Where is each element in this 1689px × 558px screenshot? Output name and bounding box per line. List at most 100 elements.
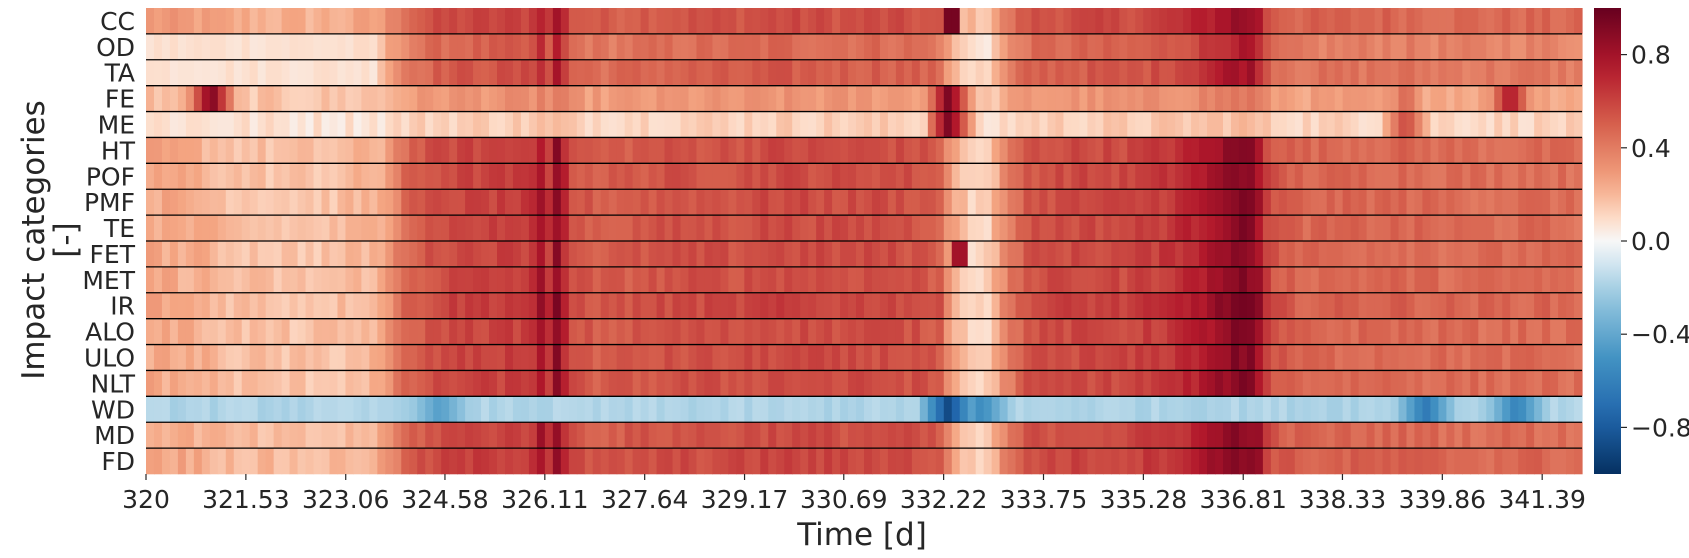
heatmap-cell xyxy=(1230,163,1240,190)
heatmap-cell xyxy=(736,318,745,345)
heatmap-cell xyxy=(1199,241,1208,268)
heatmap-cell xyxy=(616,8,626,35)
heatmap-cell xyxy=(1063,344,1073,371)
heatmap-cell xyxy=(704,163,714,190)
heatmap-cell xyxy=(776,8,785,35)
heatmap-cell xyxy=(784,163,793,190)
heatmap-cell xyxy=(1071,266,1080,294)
heatmap-cell xyxy=(505,111,514,138)
heatmap-cell xyxy=(1031,344,1041,371)
heatmap-cell xyxy=(935,189,945,216)
heatmap-cell xyxy=(1199,111,1208,138)
heatmap-cell xyxy=(592,59,602,86)
heatmap-cell xyxy=(1223,215,1232,242)
heatmap-cell xyxy=(233,370,243,397)
heatmap-cell xyxy=(185,85,195,112)
heatmap-cell xyxy=(281,111,291,138)
heatmap-cell xyxy=(943,422,953,449)
heatmap-cell xyxy=(744,370,753,397)
heatmap-cell xyxy=(959,163,969,190)
heatmap-cell xyxy=(848,422,857,449)
heatmap-cell xyxy=(640,33,650,61)
heatmap-cell xyxy=(600,8,610,35)
heatmap-cell xyxy=(313,422,323,449)
heatmap-cell xyxy=(1350,266,1360,294)
heatmap-cell xyxy=(608,215,618,242)
heatmap-cell xyxy=(1390,241,1400,268)
heatmap-cell xyxy=(1494,59,1503,86)
heatmap-cell xyxy=(1262,396,1272,423)
heatmap-cell xyxy=(624,111,634,138)
heatmap-cell xyxy=(1366,33,1376,61)
heatmap-cell xyxy=(816,59,825,86)
heatmap-cell xyxy=(704,448,714,475)
heatmap-cell xyxy=(536,111,546,138)
heatmap-cell xyxy=(967,59,977,86)
heatmap-cell xyxy=(696,292,706,319)
heatmap-cell xyxy=(497,422,506,449)
heatmap-cell xyxy=(313,241,323,268)
heatmap-cell xyxy=(425,422,434,449)
heatmap-cell xyxy=(1366,266,1376,294)
heatmap-cell xyxy=(927,266,937,294)
heatmap-cell xyxy=(1574,318,1583,345)
heatmap-cell xyxy=(449,163,458,190)
heatmap-cell xyxy=(273,396,283,423)
heatmap-cell xyxy=(289,8,299,35)
heatmap-cell xyxy=(433,448,442,475)
heatmap-cell xyxy=(449,266,458,294)
heatmap-cell xyxy=(919,215,929,242)
heatmap-cell xyxy=(225,396,235,423)
heatmap-cell xyxy=(1526,111,1535,138)
heatmap-cell xyxy=(1119,370,1128,397)
heatmap-cell xyxy=(217,85,227,112)
heatmap-cell xyxy=(425,8,434,35)
heatmap-cell xyxy=(297,33,307,61)
heatmap-cell xyxy=(1238,344,1248,371)
heatmap-cell xyxy=(1446,396,1455,423)
heatmap-cell xyxy=(520,396,530,423)
heatmap-cell xyxy=(752,8,761,35)
heatmap-cell xyxy=(185,163,195,190)
heatmap-cell xyxy=(887,8,897,35)
heatmap-cell xyxy=(1262,59,1272,86)
heatmap-cell xyxy=(1518,344,1527,371)
heatmap-cell xyxy=(600,448,610,475)
heatmap-cell xyxy=(505,85,514,112)
heatmap-cell xyxy=(616,266,626,294)
heatmap-cell xyxy=(217,137,227,164)
heatmap-cell xyxy=(1230,266,1240,294)
heatmap-cell xyxy=(1199,396,1208,423)
heatmap-cell xyxy=(688,344,698,371)
heatmap-cell xyxy=(249,422,259,449)
heatmap-cell xyxy=(816,292,825,319)
x-tick-label: 321.53 xyxy=(202,485,289,514)
heatmap-cell xyxy=(528,163,538,190)
heatmap-cell xyxy=(648,137,658,164)
heatmap-cell xyxy=(688,318,698,345)
heatmap-cell xyxy=(975,189,985,216)
heatmap-cell xyxy=(760,318,769,345)
heatmap-cell xyxy=(544,241,554,268)
heatmap-cell xyxy=(1366,8,1376,35)
heatmap-cell xyxy=(1047,396,1057,423)
heatmap-cell xyxy=(816,163,825,190)
heatmap-cell xyxy=(265,370,275,397)
heatmap-cell xyxy=(297,111,307,138)
heatmap-cell xyxy=(792,85,801,112)
heatmap-cell xyxy=(1270,318,1280,345)
heatmap-cell xyxy=(720,344,729,371)
heatmap-cell xyxy=(824,8,833,35)
heatmap-cell xyxy=(1494,422,1503,449)
heatmap-cell xyxy=(465,448,474,475)
heatmap-cell xyxy=(704,189,714,216)
heatmap-cell xyxy=(1143,344,1152,371)
heatmap-cell xyxy=(1143,59,1152,86)
heatmap-cell xyxy=(951,215,961,242)
heatmap-cell xyxy=(161,370,171,397)
heatmap-cell xyxy=(345,215,355,242)
heatmap-cell xyxy=(736,163,745,190)
heatmap-cell xyxy=(385,111,394,138)
heatmap-cell xyxy=(1510,33,1519,61)
heatmap-cell xyxy=(560,137,570,164)
